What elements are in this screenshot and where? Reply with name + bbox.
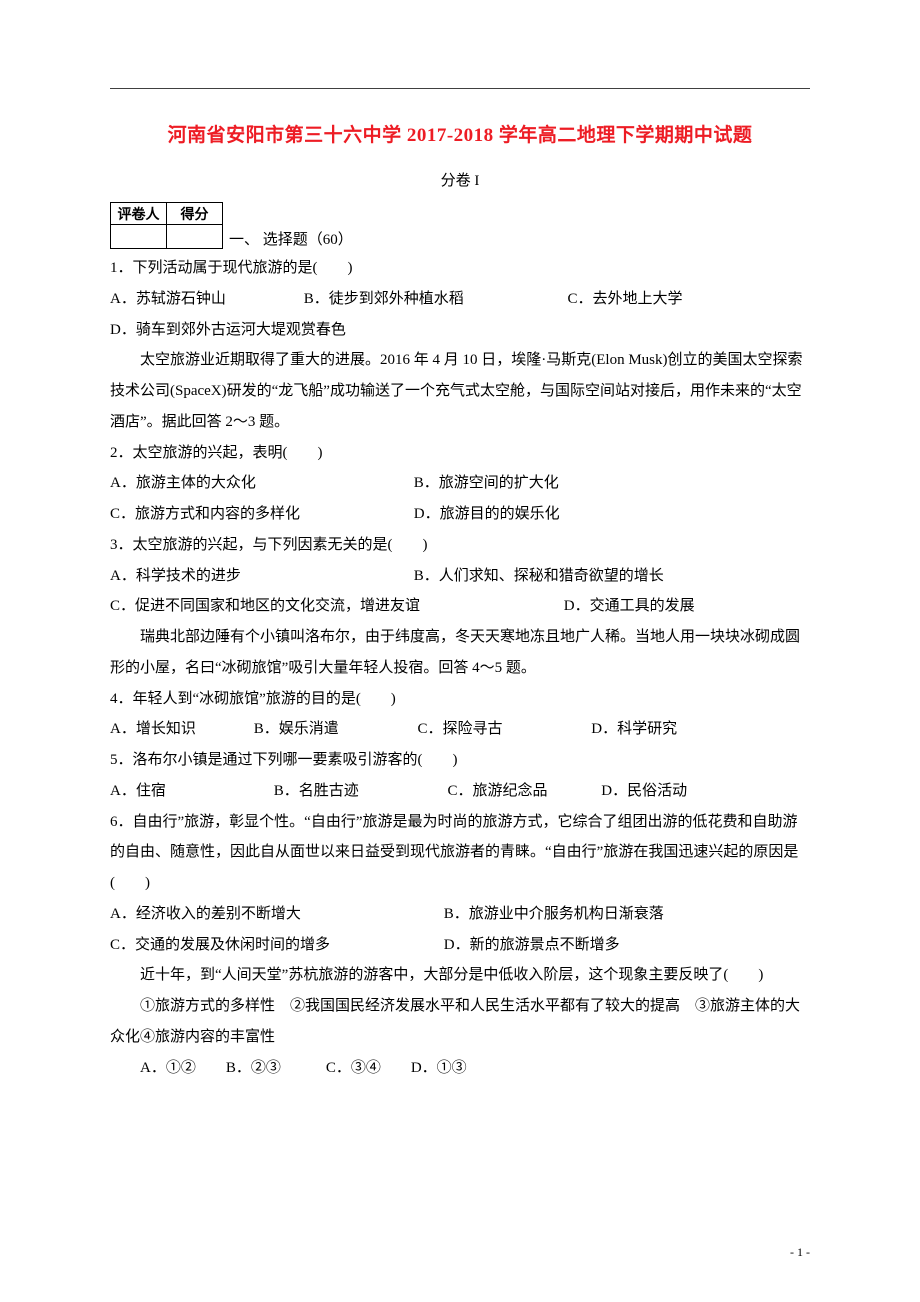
score-cell-score (167, 225, 223, 249)
score-cell-reviewer (111, 225, 167, 249)
q4-stem: 4．年轻人到“冰砌旅馆”旅游的目的是( ) (110, 684, 810, 715)
passage-4-5: 瑞典北部边陲有个小镇叫洛布尔，由于纬度高，冬天天寒地冻且地广人稀。当地人用一块块… (110, 622, 810, 684)
q2-opt-c: C．旅游方式和内容的多样化 (110, 499, 410, 530)
q6-opt-b: B．旅游业中介服务机构日渐衰落 (444, 899, 664, 930)
q4-opt-b: B．娱乐消遣 (254, 714, 414, 745)
q3-options-line2: C．促进不同国家和地区的文化交流，增进友谊 D．交通工具的发展 (110, 591, 810, 622)
passage-2-3: 太空旅游业近期取得了重大的进展。2016 年 4 月 10 日，埃隆·马斯克(E… (110, 345, 810, 437)
score-section-row: 评卷人 得分 一、 选择题（60） (110, 202, 810, 249)
q1-opt-a: A．苏轼游石钟山 (110, 284, 300, 315)
q2-stem: 2．太空旅游的兴起，表明( ) (110, 438, 810, 469)
q2-opt-a: A．旅游主体的大众化 (110, 468, 410, 499)
q1-opt-c: C．去外地上大学 (568, 284, 683, 315)
q1-opt-b: B．徒步到郊外种植水稻 (304, 284, 564, 315)
score-table: 评卷人 得分 (110, 202, 223, 249)
q2-opt-d: D．旅游目的的娱乐化 (414, 499, 560, 530)
page-number: - 1 - (790, 1245, 810, 1260)
exam-title: 河南省安阳市第三十六中学 2017-2018 学年高二地理下学期期中试题 (110, 120, 810, 147)
q6-options-line2: C．交通的发展及休闲时间的增多 D．新的旅游景点不断增多 (110, 930, 810, 961)
page-container: 河南省安阳市第三十六中学 2017-2018 学年高二地理下学期期中试题 分卷 … (0, 0, 920, 1143)
q3-opt-a: A．科学技术的进步 (110, 561, 410, 592)
q6-opt-a: A．经济收入的差别不断增大 (110, 899, 440, 930)
q5-opt-d: D．民俗活动 (601, 776, 687, 807)
q2-options-line2: C．旅游方式和内容的多样化 D．旅游目的的娱乐化 (110, 499, 810, 530)
q3-opt-d: D．交通工具的发展 (564, 591, 695, 622)
q1-stem: 1．下列活动属于现代旅游的是( ) (110, 253, 810, 284)
q4-opt-d: D．科学研究 (591, 714, 677, 745)
q6-opt-d: D．新的旅游景点不断增多 (444, 930, 620, 961)
q7-options: A．①② B．②③ C．③④ D．①③ (110, 1053, 810, 1084)
score-header-reviewer: 评卷人 (111, 203, 167, 225)
q2-options-line1: A．旅游主体的大众化 B．旅游空间的扩大化 (110, 468, 810, 499)
q3-options-line1: A．科学技术的进步 B．人们求知、探秘和猎奇欲望的增长 (110, 561, 810, 592)
q4-opt-c: C．探险寻古 (418, 714, 588, 745)
q1-opt-d: D．骑车到郊外古运河大堤观赏春色 (110, 315, 810, 346)
q6-opt-c: C．交通的发展及休闲时间的增多 (110, 930, 440, 961)
q3-opt-c: C．促进不同国家和地区的文化交流，增进友谊 (110, 591, 560, 622)
q5-options: A．住宿 B．名胜古迹 C．旅游纪念品 D．民俗活动 (110, 776, 810, 807)
q2-opt-b: B．旅游空间的扩大化 (414, 468, 559, 499)
q3-stem: 3．太空旅游的兴起，与下列因素无关的是( ) (110, 530, 810, 561)
paper-subtitle: 分卷 I (110, 169, 810, 190)
q4-opt-a: A．增长知识 (110, 714, 250, 745)
score-header-score: 得分 (167, 203, 223, 225)
q5-opt-a: A．住宿 (110, 776, 270, 807)
q1-options-line1: A．苏轼游石钟山 B．徒步到郊外种植水稻 C．去外地上大学 (110, 284, 810, 315)
q6-stem: 6．自由行”旅游，彰显个性。“自由行”旅游是最为时尚的旅游方式，它综合了组团出游… (110, 807, 810, 899)
top-horizontal-rule (110, 88, 810, 89)
q5-opt-b: B．名胜古迹 (274, 776, 444, 807)
q5-opt-c: C．旅游纪念品 (448, 776, 598, 807)
q6-options-line1: A．经济收入的差别不断增大 B．旅游业中介服务机构日渐衰落 (110, 899, 810, 930)
q7-stem-p2: ①旅游方式的多样性 ②我国国民经济发展水平和人民生活水平都有了较大的提高 ③旅游… (110, 991, 810, 1053)
section-heading: 一、 选择题（60） (229, 228, 353, 249)
q7-stem-p1: 近十年，到“人间天堂”苏杭旅游的游客中，大部分是中低收入阶层，这个现象主要反映了… (110, 960, 810, 991)
q5-stem: 5．洛布尔小镇是通过下列哪一要素吸引游客的( ) (110, 745, 810, 776)
q4-options: A．增长知识 B．娱乐消遣 C．探险寻古 D．科学研究 (110, 714, 810, 745)
q3-opt-b: B．人们求知、探秘和猎奇欲望的增长 (414, 561, 664, 592)
